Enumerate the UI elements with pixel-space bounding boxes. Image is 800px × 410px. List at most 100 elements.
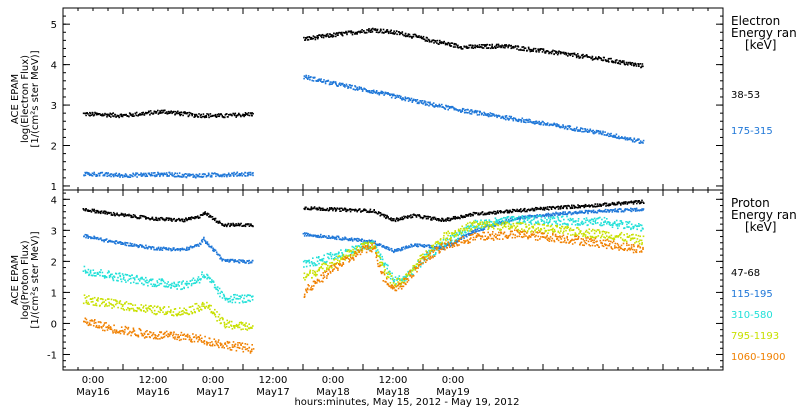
data-point	[135, 244, 138, 246]
data-point	[516, 222, 519, 225]
data-point	[120, 115, 123, 118]
data-point	[549, 51, 552, 54]
data-point	[171, 111, 173, 113]
data-point	[635, 200, 638, 202]
data-point	[640, 66, 643, 68]
data-point	[354, 85, 357, 88]
data-point	[500, 210, 503, 213]
data-point	[322, 257, 325, 260]
data-point	[626, 226, 628, 228]
data-point	[592, 236, 595, 239]
data-point	[355, 209, 357, 211]
data-point	[598, 132, 600, 135]
data-point	[553, 231, 555, 233]
data-point	[555, 50, 558, 53]
data-point	[577, 129, 579, 131]
data-point	[570, 53, 572, 55]
data-point	[167, 112, 170, 115]
data-point	[580, 230, 582, 232]
data-point	[105, 238, 108, 240]
data-point	[575, 210, 577, 213]
data-point	[511, 226, 513, 229]
data-point	[326, 268, 328, 271]
data-point	[496, 211, 498, 214]
data-point	[358, 86, 361, 88]
data-point	[425, 245, 428, 248]
data-point	[415, 265, 417, 268]
data-point	[436, 39, 439, 42]
data-point	[94, 111, 96, 114]
data-point	[89, 271, 92, 273]
data-point	[226, 298, 229, 301]
data-point	[162, 111, 164, 114]
data-point	[519, 218, 521, 220]
data-point	[459, 109, 461, 111]
data-point	[325, 235, 327, 238]
data-point	[491, 45, 493, 47]
data-point	[478, 113, 480, 116]
series-47-68	[82, 199, 645, 228]
data-point	[183, 248, 186, 251]
data-point	[587, 205, 589, 207]
data-point	[188, 306, 191, 308]
data-point	[572, 212, 575, 215]
data-point	[211, 216, 214, 218]
data-point	[594, 221, 596, 223]
data-point	[314, 235, 317, 237]
data-point	[473, 220, 475, 223]
data-point	[317, 79, 319, 81]
data-point	[404, 247, 406, 250]
data-point	[233, 259, 235, 262]
data-point	[370, 242, 372, 244]
data-point	[212, 311, 214, 314]
data-point	[488, 221, 490, 224]
data-point	[420, 100, 422, 102]
data-point	[162, 307, 164, 310]
data-point	[336, 207, 339, 210]
data-point	[441, 103, 443, 106]
data-point	[349, 239, 352, 242]
data-point	[365, 31, 368, 34]
data-point	[312, 235, 314, 238]
legend-title: [keV]	[745, 220, 776, 234]
data-point	[95, 211, 97, 214]
data-point	[182, 111, 185, 114]
data-point	[482, 228, 485, 230]
y-tick-label: 1	[51, 182, 57, 193]
data-point	[173, 282, 176, 285]
data-point	[451, 42, 454, 44]
data-point	[487, 211, 490, 214]
data-point	[233, 171, 235, 174]
data-point	[589, 128, 592, 131]
data-point	[235, 224, 238, 227]
data-point	[383, 270, 386, 273]
data-point	[247, 173, 250, 176]
data-point	[354, 248, 356, 250]
data-point	[158, 278, 161, 281]
data-point	[557, 125, 559, 127]
data-point	[151, 311, 154, 314]
data-point	[458, 230, 460, 233]
data-point	[363, 247, 365, 250]
data-point	[140, 175, 143, 177]
data-point	[542, 214, 544, 216]
data-point	[153, 305, 156, 307]
data-point	[446, 243, 449, 246]
data-point	[469, 112, 471, 115]
data-point	[621, 136, 623, 139]
data-point	[176, 314, 178, 317]
data-point	[341, 33, 343, 35]
data-point	[446, 42, 448, 45]
data-point	[554, 207, 556, 209]
data-point	[609, 57, 611, 60]
data-point	[562, 211, 565, 213]
data-point	[186, 219, 188, 222]
data-point	[545, 215, 548, 217]
data-point	[125, 308, 128, 311]
data-point	[392, 218, 394, 220]
data-point	[596, 211, 599, 214]
data-point	[365, 209, 367, 212]
data-point	[180, 288, 182, 291]
data-point	[352, 254, 354, 256]
data-point	[146, 308, 148, 310]
